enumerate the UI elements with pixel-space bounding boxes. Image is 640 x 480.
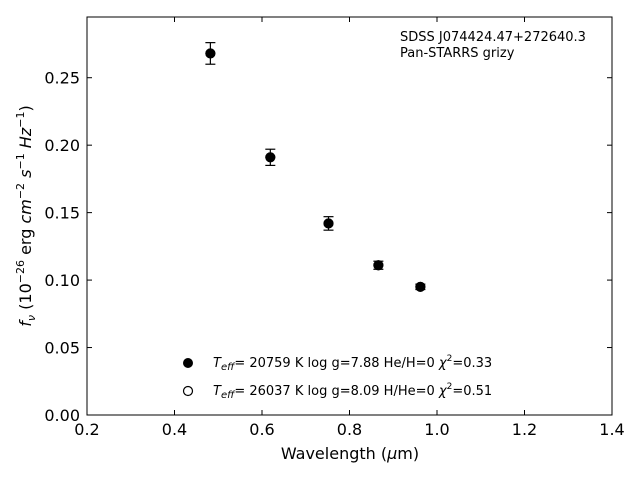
x-tick-label: 1.2 [512,420,537,439]
y-tick-label: 0.10 [44,271,80,290]
axis-ticks: 0.2 0.4 0.6 0.8 1.0 1.2 1.4 0.00 0.05 0.10 0.15 0.2… [44,17,625,439]
x-tick-label: 0.4 [162,420,187,439]
y-axis-label: fν (10−26 erg cm−2 s−1 Hz−1) [14,105,38,326]
x-tick-label: 0.2 [74,420,99,439]
observed-point [415,281,426,292]
survey-annotation: Pan-STARRS grizy [400,46,515,61]
y-tick-label: 0.00 [44,406,80,425]
x-tick-label: 1.0 [424,420,449,439]
x-tick-label: 0.6 [249,420,274,439]
y-tick-label: 0.25 [44,69,80,88]
legend-entry-1: Teff= 20759 K log g=7.88 He/H=0 χ2=0.33 [213,354,492,373]
legend-marker-filled [183,358,193,368]
object-annotation: SDSS J074424.47+272640.3 [400,30,586,45]
observed-point [323,218,334,229]
legend: Teff= 20759 K log g=7.88 He/H=0 χ2=0.33 … [182,354,492,401]
y-tick-label: 0.15 [44,204,80,223]
y-tick-label: 0.05 [44,339,80,358]
x-tick-label: 1.4 [599,420,624,439]
y-tick-label: 0.20 [44,136,80,155]
legend-marker-open [182,385,194,397]
data-points [205,42,426,292]
plot-area [86,16,613,416]
x-tick-label: 0.8 [337,420,362,439]
observed-point [265,152,276,163]
observed-point [205,48,216,59]
observed-point [373,260,384,271]
x-axis-label: Wavelength (μm) [281,444,419,463]
legend-entry-2: Teff= 26037 K log g=8.09 H/He=0 χ2=0.51 [213,382,492,401]
